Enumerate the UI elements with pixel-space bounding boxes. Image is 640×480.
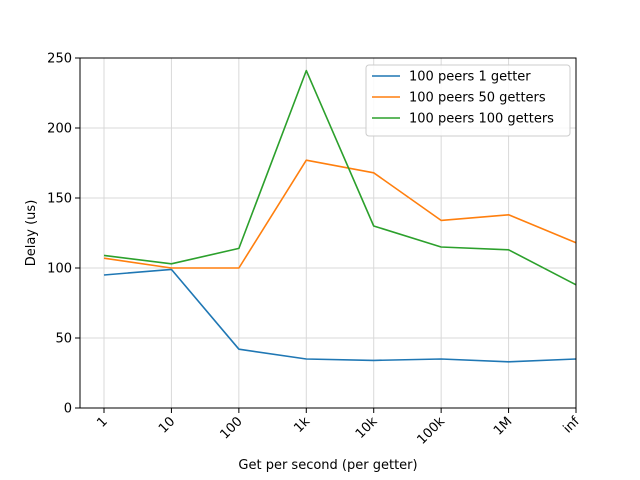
y-tick-label: 250	[47, 52, 72, 67]
y-tick-label: 50	[55, 332, 72, 347]
plot-area-frame	[79, 57, 577, 409]
series-line	[103, 268, 577, 363]
x-axis-label: Get per second (per getter)	[238, 458, 417, 473]
legend-label: 100 peers 100 getters	[409, 112, 554, 127]
y-axis-label: Delay (us)	[24, 200, 39, 267]
series-line	[103, 69, 577, 286]
y-tick-label: 150	[47, 192, 72, 207]
series-lines	[103, 69, 577, 363]
y-tick-label: 200	[47, 122, 72, 137]
legend: 100 peers 1 getter 100 peers 50 getters 10…	[365, 64, 571, 137]
legend-label: 100 peers 1 getter	[409, 70, 531, 85]
legend-label: 100 peers 50 getters	[409, 91, 546, 106]
y-tick-label: 0	[64, 402, 72, 417]
legend-box	[365, 64, 571, 137]
series-line	[103, 159, 577, 269]
y-tick-label: 100	[47, 262, 72, 277]
